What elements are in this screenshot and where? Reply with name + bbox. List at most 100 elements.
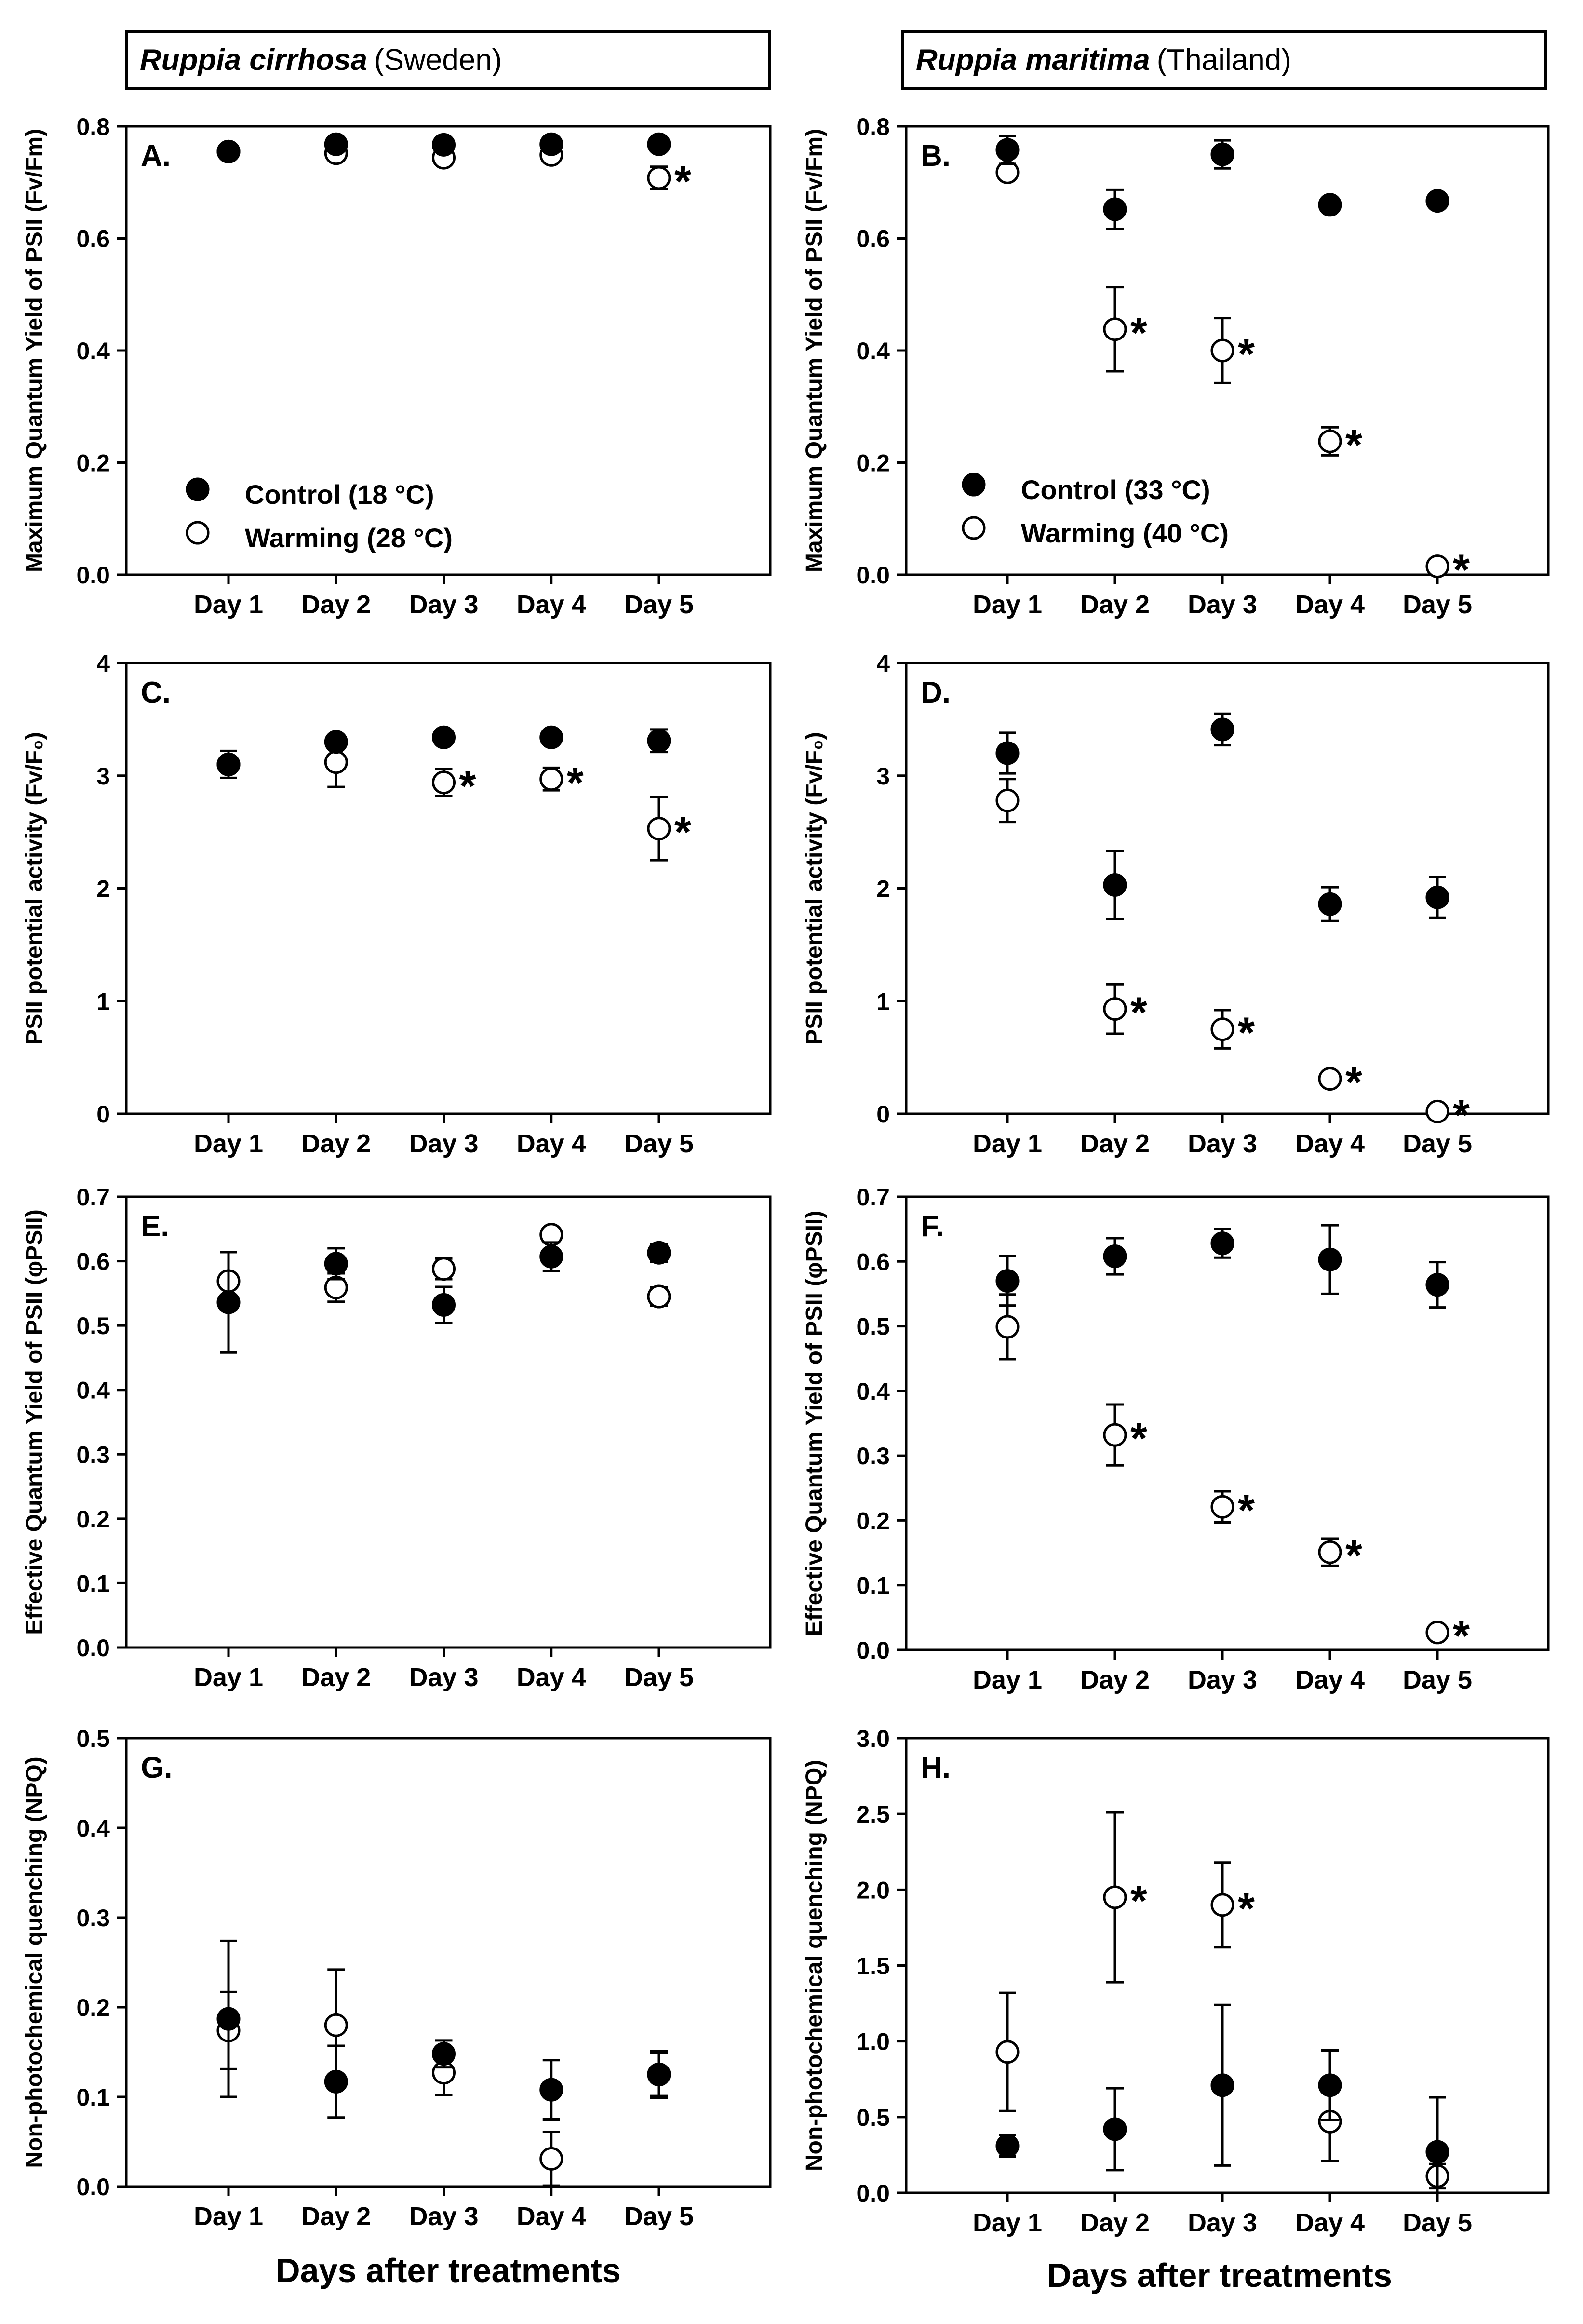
panel-d-control-point: [1103, 873, 1127, 897]
panel-a-control-point: [324, 132, 348, 156]
panel-c-xtick-label: Day 3: [409, 1129, 478, 1158]
panel-f-ytick-label: 0.1: [856, 1572, 890, 1599]
panel-c-control-point: [539, 725, 563, 749]
panel-f-warming-point: [1210, 1495, 1234, 1519]
panel-e-warming-point: [647, 1284, 671, 1309]
panel-d-control-point: [1425, 885, 1449, 909]
panel-b-warming-point: [1318, 429, 1342, 453]
panel-d-ytick-label: 1: [876, 988, 890, 1015]
panel-d-ytick-label: 0: [876, 1101, 890, 1128]
panel-d-significance-star: *: [1130, 989, 1147, 1037]
panel-f-frame: [905, 1195, 1550, 1651]
panel-f-ytick-label: 0.6: [856, 1248, 890, 1275]
panel-g-warming-point: [539, 2147, 563, 2171]
panel-g-warming-point: [324, 2013, 348, 2037]
panel-g-control-point: [647, 2063, 671, 2086]
panel-e-ytick-label: 0.4: [76, 1377, 110, 1404]
panel-d-ytick-label: 3: [876, 763, 890, 790]
panel-g-control-point: [539, 2078, 563, 2102]
panel-c-warming-point: [324, 750, 348, 774]
panel-a-xtick-label: Day 4: [517, 590, 586, 619]
panel-h-warming-point: [1210, 1893, 1234, 1917]
panel-f-control-point: [1210, 1231, 1234, 1256]
panel-a-xtick-label: Day 5: [624, 590, 694, 619]
panel-d-warming-point: [1425, 1099, 1449, 1123]
panel-h-ytick-label: 1.5: [856, 1953, 890, 1980]
panel-h-xtick-label: Day 1: [973, 2208, 1042, 2237]
panel-f-warming-point: [1318, 1540, 1342, 1564]
panel-f-warming-point: [1425, 1621, 1449, 1645]
panel-g-xtick-label: Day 2: [301, 2202, 371, 2231]
panel-h: 0.0 0.5 1.0 1.5 2.0 2.5 3.0 Day 1 Day 2 Day 3 Day …: [802, 1725, 1550, 2237]
panel-f-xtick-label: Day 5: [1403, 1665, 1472, 1694]
panel-a-warming-point: [647, 166, 671, 190]
legend-left-warming-marker: [186, 521, 210, 545]
panel-c: 0 1 2 3 4 Day 1 Day 2 Day 3 Day 4 Day 5 PSII poten…: [22, 650, 772, 1158]
panel-c-letter: C.: [141, 676, 171, 709]
panel-b: 0.0 0.2 0.4 0.6 0.8 Day 1 Day 2 Day 3 Day 4 Day 5…: [802, 113, 1550, 619]
panel-b-xtick-label: Day 2: [1080, 590, 1150, 619]
panel-g-ytick-label: 0.5: [76, 1725, 110, 1752]
panel-a: 0.0 0.2 0.4 0.6 0.8 Day 1 Day 2 Day 3 Day 4 Day 5…: [22, 113, 772, 619]
panel-d-control-point: [1210, 717, 1234, 742]
panel-f-ytick-label: 0.2: [856, 1507, 890, 1534]
panel-e-control-point: [324, 1252, 348, 1276]
legend-right: Control (33 °C) Warming (40 °C): [962, 473, 1229, 548]
panel-b-control-point: [1318, 193, 1342, 217]
panel-c-control-point: [216, 752, 241, 776]
panel-c-warming-point: [432, 770, 456, 795]
legend-right-control-label: Control (33 °C): [1021, 474, 1210, 505]
panel-g-control-point: [432, 2042, 456, 2066]
panel-b-ytick-label: 0.4: [856, 338, 890, 365]
panel-b-ylabel: Maximum Quantum Yield of PSII (Fv/Fm): [802, 129, 827, 572]
panel-d-control-point: [995, 741, 1020, 765]
panel-h-control-point: [1425, 2140, 1449, 2164]
panel-a-xtick-label: Day 3: [409, 590, 478, 619]
panel-c-ytick-label: 3: [96, 763, 110, 790]
panel-e-control-point: [539, 1244, 563, 1269]
panel-a-ytick-label: 0.4: [76, 338, 110, 365]
panel-a-control-point: [432, 133, 456, 157]
panel-b-xtick-label: Day 1: [973, 590, 1042, 619]
panel-f-warming-point: [1103, 1423, 1127, 1447]
panel-a-letter: A.: [141, 139, 171, 173]
panel-g-ytick-label: 0.0: [76, 2174, 110, 2201]
panel-c-ytick-label: 4: [96, 650, 110, 677]
header-right-species: Ruppia maritima: [916, 43, 1150, 77]
panel-f-warming-point: [995, 1315, 1020, 1339]
panel-h-ytick-label: 2.5: [856, 1801, 890, 1828]
panel-b-xtick-label: Day 3: [1188, 590, 1257, 619]
panel-g: 0.0 0.1 0.2 0.3 0.4 0.5 Day 1 Day 2 Day 3 Day 4 Da…: [22, 1725, 772, 2231]
panel-f-letter: F.: [921, 1210, 944, 1243]
panel-c-ytick-label: 2: [96, 876, 110, 903]
panel-c-ytick-label: 0: [96, 1101, 110, 1128]
panel-g-ytick-label: 0.2: [76, 1994, 110, 2021]
panel-h-control-point: [995, 2134, 1020, 2158]
panel-e-ytick-label: 0.0: [76, 1635, 110, 1662]
chart-panels: 0.0 0.2 0.4 0.6 0.8 Day 1 Day 2 Day 3 Day 4 Day 5…: [22, 113, 1550, 2237]
panel-a-xtick-label: Day 2: [301, 590, 371, 619]
panel-b-ytick-label: 0.6: [856, 226, 890, 253]
panel-b-warming-point: [1210, 338, 1234, 363]
panel-d-ytick-label: 4: [876, 650, 890, 677]
panel-f-control-point: [995, 1269, 1020, 1293]
panel-e-ytick-label: 0.5: [76, 1312, 110, 1339]
panel-e-control-point: [647, 1241, 671, 1265]
panel-f: 0.0 0.1 0.2 0.3 0.4 0.5 0.6 0.7 Day 1 Day 2 Day 3 D…: [802, 1184, 1550, 1694]
legend-left-control-label: Control (18 °C): [245, 479, 434, 510]
panel-a-ytick-label: 0.6: [76, 226, 110, 253]
panel-a-ytick-label: 0.2: [76, 450, 110, 477]
header-left-location: (Sweden): [374, 43, 502, 77]
panel-h-ytick-label: 2.0: [856, 1877, 890, 1904]
panel-e-ytick-label: 0.2: [76, 1506, 110, 1533]
panel-a-control-point: [216, 139, 241, 163]
panel-g-xtick-label: Day 3: [409, 2202, 478, 2231]
x-axis-title-right: Days after treatments: [1047, 2256, 1392, 2294]
panel-c-warming-point: [539, 767, 563, 791]
panel-h-warming-point: [1103, 1885, 1127, 1909]
panel-h-warming-point: [995, 2040, 1020, 2064]
panel-b-warming-point: [1103, 317, 1127, 341]
panel-b-control-point: [1210, 142, 1234, 166]
panel-f-significance-star: *: [1130, 1415, 1147, 1463]
